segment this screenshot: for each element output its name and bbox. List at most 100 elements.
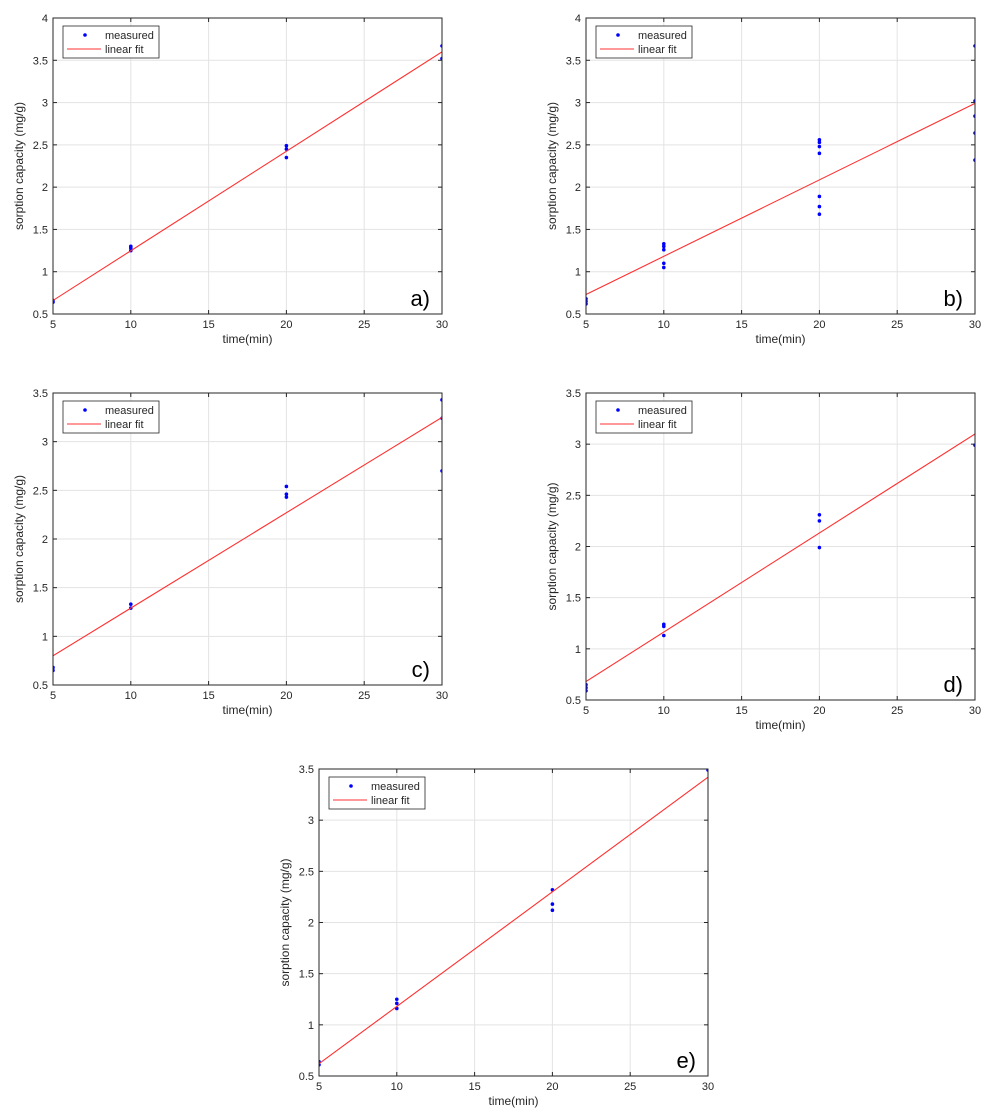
x-tick-label: 10 xyxy=(658,319,670,331)
legend-label-fit: linear fit xyxy=(371,795,410,807)
x-axis-label: time(min) xyxy=(756,332,806,346)
legend-marker-measured xyxy=(349,784,353,788)
y-tick-label: 2 xyxy=(308,918,314,930)
legend-marker-measured xyxy=(616,408,620,412)
legend-label-measured: measured xyxy=(638,405,687,417)
x-tick-label: 25 xyxy=(358,690,370,702)
axes-frame xyxy=(52,17,443,315)
x-tick-label: 5 xyxy=(50,319,56,331)
legend-box xyxy=(595,25,693,59)
x-tick-label: 5 xyxy=(50,690,56,702)
y-tick-label: 0.5 xyxy=(566,309,581,321)
chart-panel-4: 5 10 15 20 25 30 0.5 1 1.5 2 2.5 3 3.5 time(min) sorpt… xyxy=(545,388,981,732)
legend-label-measured: measured xyxy=(638,30,687,42)
data-point xyxy=(817,140,822,145)
chart-panel-1: 5 10 15 20 25 30 0.5 1 1.5 2 2.5 3 3.5 4 time(min) sorp… xyxy=(12,13,448,346)
legend-label-fit: linear fit xyxy=(105,44,144,56)
data-point xyxy=(129,602,133,607)
axes-frame xyxy=(585,17,976,315)
legend-label-measured: measured xyxy=(105,405,154,417)
y-tick-label: 1.5 xyxy=(33,224,48,236)
y-tick-label: 2 xyxy=(42,534,48,546)
data-point xyxy=(284,495,289,499)
x-axis-label: time(min) xyxy=(756,718,806,732)
legend-box xyxy=(62,400,160,434)
x-axis-label: time(min) xyxy=(489,1094,539,1108)
fit-line xyxy=(319,776,708,1065)
y-tick-label: 2.5 xyxy=(33,485,48,497)
fit-line xyxy=(586,433,975,683)
data-point xyxy=(284,484,289,489)
y-tick-label: 4 xyxy=(575,13,581,25)
y-tick-label: 2.5 xyxy=(566,490,581,502)
x-tick-label: 10 xyxy=(125,319,137,331)
y-tick-label: 3 xyxy=(575,98,581,110)
x-tick-label: 5 xyxy=(583,705,589,717)
y-tick-label: 1 xyxy=(308,1020,314,1032)
y-tick-label: 1.5 xyxy=(299,969,314,981)
plot-area xyxy=(586,18,975,314)
data-point xyxy=(662,247,666,252)
legend-label-fit: linear fit xyxy=(105,419,144,431)
data-point xyxy=(550,902,555,906)
data-point xyxy=(550,908,555,913)
panel-label: c) xyxy=(412,657,430,682)
y-tick-label: 3.5 xyxy=(33,388,48,400)
y-tick-label: 2.5 xyxy=(566,140,581,152)
data-point xyxy=(817,144,822,149)
chart-panel-3: 5 10 15 20 25 30 0.5 1 1.5 2 2.5 3 3.5 time(min) sorpt… xyxy=(12,388,448,717)
x-tick-label: 20 xyxy=(813,705,825,717)
legend-label-measured: measured xyxy=(371,781,420,793)
data-layer xyxy=(53,398,442,673)
data-point xyxy=(817,137,822,142)
axes-frame xyxy=(52,392,443,686)
x-tick-label: 25 xyxy=(358,319,370,331)
legend-label-fit: linear fit xyxy=(638,44,677,56)
data-point xyxy=(817,212,822,217)
y-tick-label: 1 xyxy=(575,644,581,656)
y-axis-label: sorption capacity (mg/g) xyxy=(12,102,26,230)
y-tick-label: 4 xyxy=(42,13,48,25)
data-point xyxy=(817,512,822,517)
axes-frame xyxy=(318,768,709,1077)
y-axis-label: sorption capacity (mg/g) xyxy=(545,482,559,610)
data-point xyxy=(817,151,822,156)
x-tick-label: 30 xyxy=(436,319,448,331)
fit-line xyxy=(53,51,442,301)
panel-label: b) xyxy=(943,286,963,311)
x-tick-label: 5 xyxy=(583,319,589,331)
x-axis-label: time(min) xyxy=(223,703,273,717)
y-tick-label: 1.5 xyxy=(566,593,581,605)
data-point xyxy=(817,519,822,523)
legend-marker-measured xyxy=(83,408,87,412)
data-point xyxy=(395,1001,399,1006)
y-tick-label: 0.5 xyxy=(566,695,581,707)
x-tick-label: 25 xyxy=(891,319,903,331)
data-point xyxy=(817,204,822,209)
x-tick-label: 15 xyxy=(735,705,747,717)
data-point xyxy=(395,997,399,1002)
data-point xyxy=(662,622,666,627)
x-tick-label: 20 xyxy=(280,319,292,331)
y-tick-label: 3.5 xyxy=(33,55,48,67)
data-point xyxy=(129,244,133,249)
y-tick-label: 1 xyxy=(42,631,48,643)
y-tick-label: 3.5 xyxy=(566,388,581,400)
x-tick-label: 25 xyxy=(891,705,903,717)
data-point xyxy=(817,545,822,550)
data-point xyxy=(817,194,822,199)
x-axis-label: time(min) xyxy=(223,332,273,346)
legend-label-fit: linear fit xyxy=(638,419,677,431)
data-point xyxy=(662,633,666,638)
data-point xyxy=(284,492,289,497)
y-tick-label: 2.5 xyxy=(299,866,314,878)
y-tick-label: 2 xyxy=(42,182,48,194)
x-tick-label: 15 xyxy=(735,319,747,331)
y-tick-label: 3 xyxy=(42,98,48,110)
data-point xyxy=(662,261,666,266)
x-tick-label: 5 xyxy=(316,1081,322,1093)
y-tick-label: 1 xyxy=(42,267,48,279)
data-point xyxy=(284,155,289,160)
x-tick-label: 15 xyxy=(202,319,214,331)
